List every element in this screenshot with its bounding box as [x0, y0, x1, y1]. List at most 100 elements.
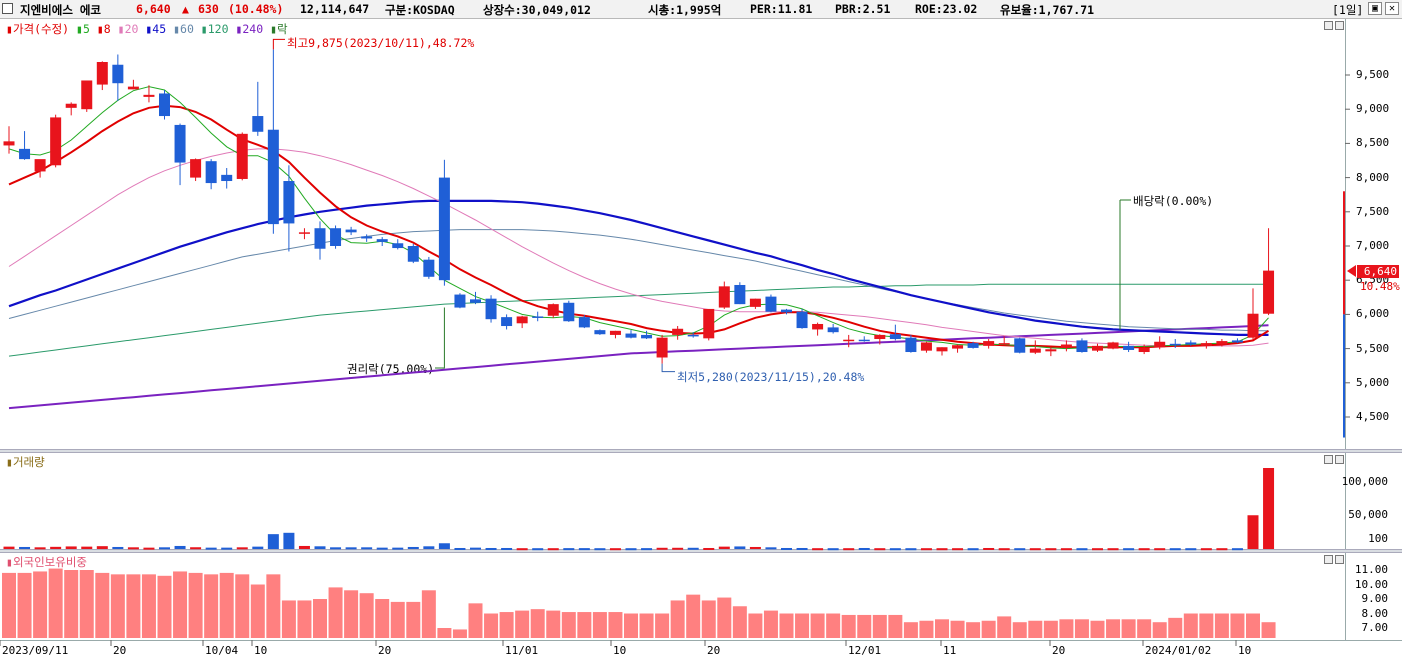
- volume-bar: [641, 548, 653, 551]
- date-axis: [0, 640, 1402, 661]
- foreign-bar: [1043, 620, 1058, 638]
- legend-item-45[interactable]: 45: [152, 22, 167, 36]
- panel-close-icon[interactable]: [1335, 555, 1344, 564]
- legend-item-20[interactable]: 20: [124, 22, 139, 36]
- panel-close-icon[interactable]: [1335, 21, 1344, 30]
- candle-body: [190, 159, 202, 178]
- volume-bar: [1029, 548, 1041, 551]
- candle-body: [749, 298, 761, 307]
- candle-body: [812, 323, 824, 330]
- legend-item-8[interactable]: 8: [103, 22, 111, 36]
- candle-body: [547, 304, 559, 316]
- panel-minimize-icon[interactable]: [1324, 555, 1333, 564]
- candle-body: [3, 141, 15, 146]
- legend-item-240[interactable]: 240: [242, 22, 264, 36]
- volume-bar: [3, 546, 15, 549]
- panel-minimize-icon[interactable]: [1324, 21, 1333, 30]
- date-label: 2023/09/11: [2, 644, 69, 657]
- current-price: 6,640: [136, 2, 171, 16]
- candle-body: [827, 327, 839, 333]
- candle-body: [609, 330, 621, 335]
- candle-body: [485, 298, 497, 320]
- panel-minimize-icon[interactable]: [1324, 455, 1333, 464]
- volume-bar: [874, 548, 886, 551]
- market-cap: 시총:1,995억: [648, 3, 722, 17]
- volume-bar: [1060, 548, 1072, 551]
- volume-bar: [1014, 548, 1026, 551]
- volume-bar: [361, 547, 373, 550]
- legend-marker-icon: ▮: [110, 22, 125, 36]
- select-checkbox[interactable]: [2, 3, 13, 14]
- legend-item-락[interactable]: 락: [277, 22, 288, 36]
- volume-bar: [1200, 548, 1212, 551]
- candle-body: [858, 339, 870, 342]
- volume-bar: [50, 546, 62, 549]
- candle-body: [314, 228, 326, 249]
- foreign-bar: [577, 612, 592, 638]
- panel-divider[interactable]: [0, 549, 1402, 553]
- foreign-bar: [1028, 620, 1043, 638]
- volume-tick-label: 100: [1368, 532, 1388, 545]
- volume-bar: [454, 547, 466, 550]
- foreign-bar: [546, 610, 561, 638]
- ma20-line: [8, 148, 1269, 347]
- volume-bar: [609, 548, 621, 551]
- panel-close-icon[interactable]: [1335, 455, 1344, 464]
- foreign-bar: [297, 600, 312, 638]
- high-leader: [272, 38, 285, 50]
- volume-panel[interactable]: [0, 453, 1345, 549]
- volume-bar: [796, 547, 808, 550]
- volume-bar: [765, 547, 777, 550]
- foreign-bar: [686, 594, 701, 638]
- volume-axis: [1345, 453, 1402, 549]
- foreign-bar: [452, 629, 467, 638]
- price-tick-label: 6,000: [1356, 307, 1390, 321]
- price-tick-label: 4,500: [1356, 410, 1390, 423]
- volume-bar: [174, 545, 186, 549]
- roe-value: ROE:23.02: [915, 2, 978, 16]
- per-value: PER:11.81: [750, 2, 813, 16]
- volume-bar: [283, 532, 295, 549]
- foreign-bar: [966, 622, 981, 638]
- volume-bar: [563, 548, 575, 551]
- volume-bar: [127, 547, 139, 550]
- price-pointer-icon: [1347, 265, 1356, 277]
- candle-body: [578, 317, 590, 328]
- foreign-axis: [1345, 553, 1402, 640]
- maximize-button[interactable]: ▣: [1368, 2, 1382, 15]
- foreign-bar: [935, 619, 949, 638]
- volume-bar: [1231, 548, 1243, 551]
- volume-bar: [1138, 548, 1150, 551]
- foreign-bar: [639, 613, 654, 638]
- change-arrow-icon: ▲: [182, 2, 189, 16]
- foreign-bar: [717, 597, 732, 638]
- current-price-tag: 6,640: [1357, 265, 1399, 278]
- volume-bar: [1263, 468, 1275, 549]
- volume-bar: [392, 547, 404, 550]
- market-type: 구분:KOSDAQ: [385, 3, 455, 17]
- panel-divider[interactable]: [0, 449, 1402, 453]
- foreign-bar: [624, 613, 638, 638]
- volume-bar: [578, 548, 590, 551]
- legend-item-120[interactable]: 120: [207, 22, 229, 36]
- candle-body: [50, 117, 62, 166]
- candle-body: [998, 343, 1010, 345]
- legend-item-5[interactable]: 5: [82, 22, 90, 36]
- candle-body: [718, 286, 730, 308]
- legend-item-60[interactable]: 60: [180, 22, 194, 36]
- foreign-bar: [313, 599, 327, 638]
- foreign-bar: [64, 570, 79, 638]
- period-selector[interactable]: [1일]: [1332, 3, 1364, 17]
- foreign-bar: [110, 574, 125, 638]
- foreign-bar: [1246, 613, 1260, 638]
- volume-bar: [1169, 548, 1181, 551]
- volume-bar: [81, 546, 93, 549]
- volume-bar: [1247, 515, 1259, 549]
- foreign-tick-label: 9.00: [1361, 592, 1389, 605]
- rights-leader: [435, 307, 445, 369]
- date-label: 20: [707, 644, 721, 657]
- date-label: 2024/01/02: [1145, 644, 1212, 657]
- date-label: 10: [1238, 644, 1252, 657]
- price-tick-label: 7,000: [1356, 239, 1390, 252]
- close-button[interactable]: ✕: [1385, 2, 1399, 15]
